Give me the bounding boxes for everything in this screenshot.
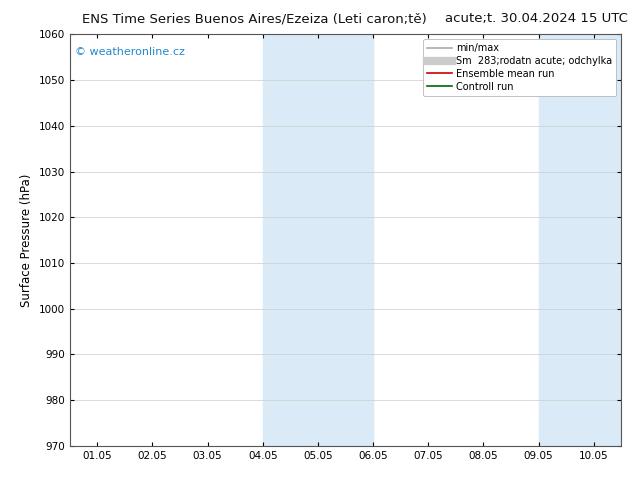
Text: © weatheronline.cz: © weatheronline.cz xyxy=(75,47,185,57)
Bar xyxy=(538,34,621,446)
Text: acute;t. 30.04.2024 15 UTC: acute;t. 30.04.2024 15 UTC xyxy=(445,12,628,25)
Text: ENS Time Series Buenos Aires/Ezeiza (Leti caron;tě): ENS Time Series Buenos Aires/Ezeiza (Let… xyxy=(82,12,427,25)
Legend: min/max, Sm  283;rodatn acute; odchylka, Ensemble mean run, Controll run: min/max, Sm 283;rodatn acute; odchylka, … xyxy=(424,39,616,96)
Y-axis label: Surface Pressure (hPa): Surface Pressure (hPa) xyxy=(20,173,33,307)
Bar xyxy=(262,34,373,446)
